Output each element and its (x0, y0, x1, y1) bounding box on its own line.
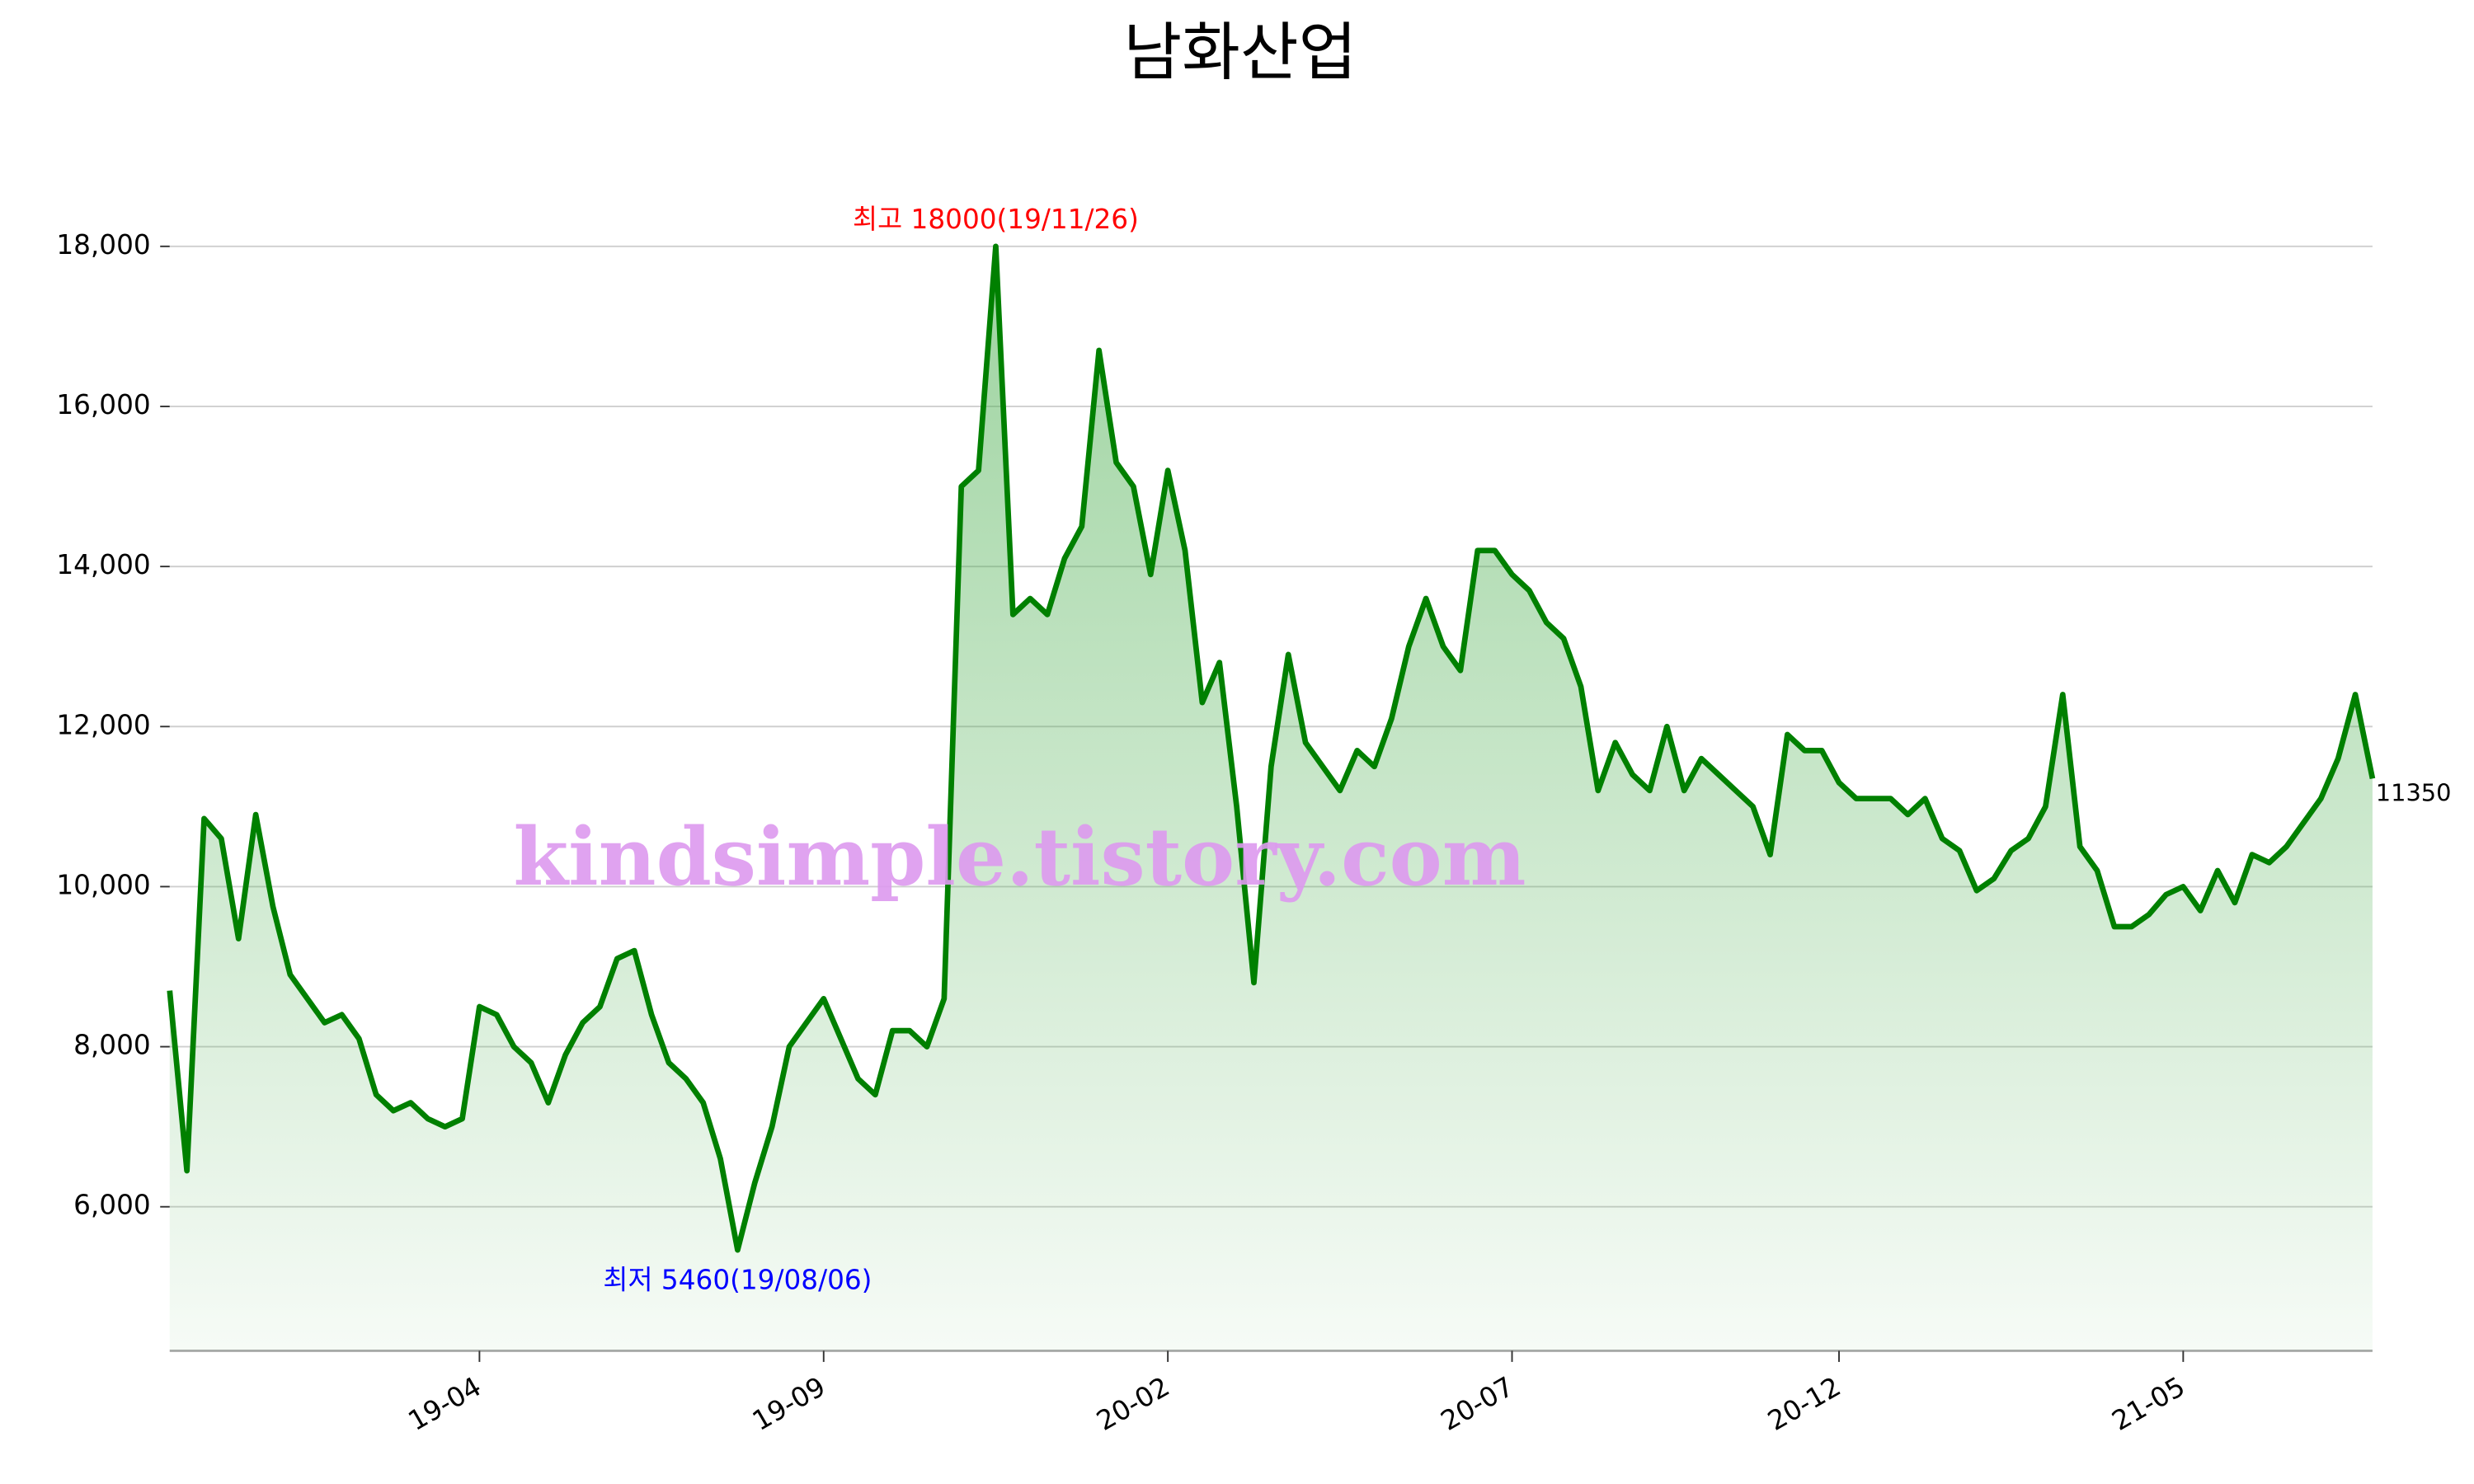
y-tick-label: 14,000 (56, 549, 150, 580)
x-tick-label: 19-04 (403, 1371, 487, 1437)
line (167, 243, 2376, 1253)
x-tick-label: 20-07 (1436, 1371, 1519, 1437)
y-tick-label: 6,000 (73, 1190, 151, 1221)
labels: 6,000 8,000 10,000 12,000 14,000 16,000 18,000… (56, 204, 2451, 1437)
x-tick-label: 19-09 (747, 1371, 830, 1437)
x-tick-label: 20-02 (1091, 1371, 1174, 1437)
y-tick-label: 18,000 (56, 229, 150, 261)
y-tick-label: 12,000 (56, 709, 150, 740)
y-tick-label: 16,000 (56, 389, 150, 420)
high-annotation: 최고 18000(19/11/26) (853, 204, 1139, 235)
chart-title: 남화산업 (1123, 16, 1357, 90)
y-tick-label: 8,000 (73, 1030, 151, 1061)
last-value-label: 11350 (2376, 779, 2452, 807)
plot (167, 243, 2376, 1351)
low-annotation: 최저 5460(19/08/06) (603, 1265, 872, 1296)
x-tick-label: 20-12 (1762, 1371, 1846, 1437)
y-tick-label: 10,000 (56, 869, 150, 900)
x-tick-label: 21-05 (2107, 1371, 2190, 1437)
watermark: kindsimple.tistory.com (514, 810, 1526, 904)
